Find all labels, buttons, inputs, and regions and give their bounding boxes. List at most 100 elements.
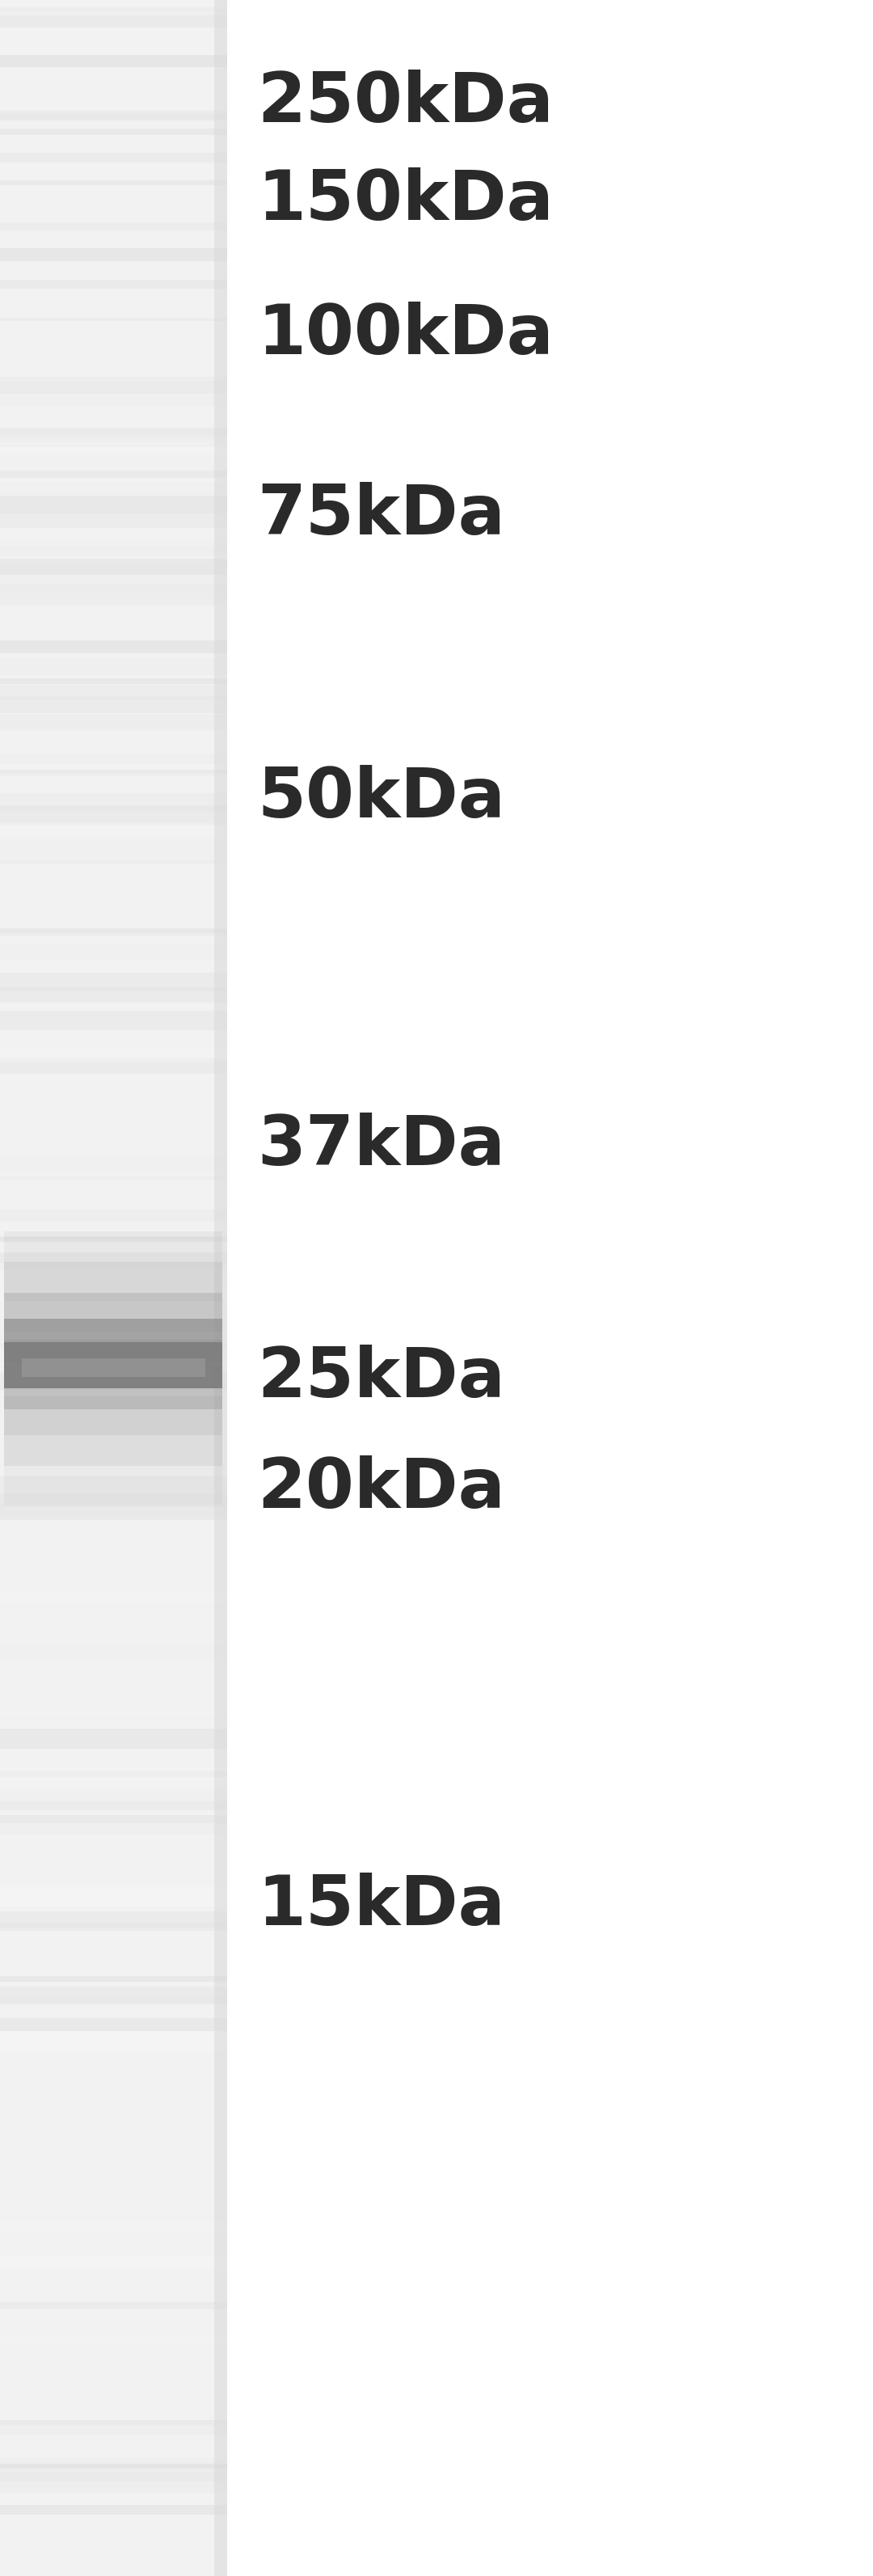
Bar bbox=[0, 2300, 227, 2311]
Bar bbox=[4, 1262, 223, 1332]
Bar bbox=[0, 1208, 227, 1221]
Bar bbox=[4, 1231, 223, 1301]
Bar bbox=[0, 2424, 227, 2434]
Bar bbox=[0, 1291, 227, 1301]
Bar bbox=[0, 1476, 227, 1494]
Bar bbox=[4, 1365, 223, 1435]
Bar bbox=[0, 180, 227, 185]
Bar bbox=[4, 1396, 223, 1466]
Bar bbox=[0, 574, 227, 592]
Bar bbox=[0, 2221, 227, 2233]
Bar bbox=[0, 716, 227, 721]
Bar bbox=[0, 1643, 227, 1659]
Bar bbox=[0, 1494, 227, 1507]
Bar bbox=[0, 1960, 227, 1978]
Text: 150kDa: 150kDa bbox=[258, 167, 554, 234]
Text: 250kDa: 250kDa bbox=[258, 70, 554, 137]
Bar bbox=[0, 1767, 227, 1770]
Bar bbox=[0, 281, 227, 289]
Bar bbox=[0, 1965, 227, 1971]
Bar bbox=[4, 1342, 223, 1388]
Bar bbox=[0, 111, 227, 121]
Bar bbox=[0, 1770, 227, 1777]
Bar bbox=[0, 840, 227, 858]
Bar bbox=[0, 1461, 227, 1468]
Bar bbox=[0, 222, 227, 229]
Bar bbox=[0, 116, 227, 121]
Bar bbox=[0, 677, 227, 685]
Bar bbox=[0, 384, 227, 394]
Bar bbox=[0, 1777, 227, 1793]
Bar bbox=[0, 1718, 227, 1721]
Text: 20kDa: 20kDa bbox=[258, 1455, 505, 1522]
Bar bbox=[0, 1236, 227, 1242]
Bar bbox=[0, 1252, 227, 1270]
Bar bbox=[0, 111, 227, 121]
Bar bbox=[0, 1157, 227, 1170]
Bar bbox=[0, 317, 227, 322]
Bar bbox=[0, 987, 227, 1002]
Text: 50kDa: 50kDa bbox=[258, 765, 505, 832]
Bar bbox=[0, 801, 227, 819]
Bar bbox=[0, 538, 227, 551]
Bar bbox=[0, 0, 227, 2576]
Bar bbox=[0, 1718, 227, 1731]
Bar bbox=[0, 2254, 227, 2269]
Bar bbox=[0, 773, 227, 783]
Bar bbox=[0, 2017, 227, 2030]
Bar bbox=[0, 1922, 227, 1927]
Bar bbox=[0, 1999, 227, 2004]
Bar bbox=[0, 860, 227, 863]
Bar bbox=[0, 1504, 227, 1520]
Text: 37kDa: 37kDa bbox=[258, 1113, 505, 1180]
Bar bbox=[0, 2504, 227, 2514]
Bar bbox=[0, 770, 227, 775]
Bar bbox=[0, 8, 227, 13]
Bar bbox=[0, 1976, 227, 1981]
Bar bbox=[0, 495, 227, 513]
Bar bbox=[0, 585, 227, 605]
Bar bbox=[4, 1319, 223, 1388]
Bar bbox=[0, 714, 227, 729]
Bar bbox=[0, 129, 227, 134]
Bar bbox=[0, 2465, 227, 2481]
Bar bbox=[0, 832, 227, 845]
Bar bbox=[0, 8, 227, 28]
Bar bbox=[0, 1801, 227, 1811]
Bar bbox=[4, 1340, 223, 1409]
Bar bbox=[0, 1592, 227, 1605]
Bar bbox=[0, 2473, 227, 2494]
Bar bbox=[0, 2032, 227, 2050]
Bar bbox=[0, 482, 227, 495]
Bar bbox=[0, 809, 227, 827]
Bar bbox=[0, 1363, 227, 1370]
Bar bbox=[0, 793, 227, 811]
Bar bbox=[0, 376, 227, 392]
Bar bbox=[0, 1373, 227, 1391]
Text: 25kDa: 25kDa bbox=[258, 1345, 505, 1412]
Bar bbox=[0, 1059, 227, 1074]
Bar bbox=[0, 1236, 227, 1242]
Bar bbox=[4, 1293, 223, 1363]
Bar bbox=[0, 822, 227, 837]
Bar bbox=[0, 927, 227, 933]
Bar bbox=[0, 2336, 227, 2347]
Bar bbox=[0, 806, 227, 827]
Bar bbox=[0, 1332, 227, 1345]
Text: 15kDa: 15kDa bbox=[258, 1873, 505, 1940]
Bar bbox=[0, 1252, 227, 1262]
Bar bbox=[0, 435, 227, 443]
Text: 100kDa: 100kDa bbox=[258, 301, 554, 368]
Bar bbox=[0, 1345, 227, 1347]
Bar bbox=[214, 0, 227, 2576]
Bar bbox=[0, 1507, 227, 1520]
Bar bbox=[0, 397, 227, 407]
Bar bbox=[0, 1010, 227, 1030]
Bar bbox=[0, 54, 227, 67]
Bar bbox=[0, 247, 227, 260]
Bar bbox=[0, 381, 227, 394]
Bar bbox=[0, 1445, 227, 1461]
Bar bbox=[0, 435, 227, 446]
Bar bbox=[0, 1463, 227, 1484]
Bar bbox=[0, 1177, 227, 1180]
